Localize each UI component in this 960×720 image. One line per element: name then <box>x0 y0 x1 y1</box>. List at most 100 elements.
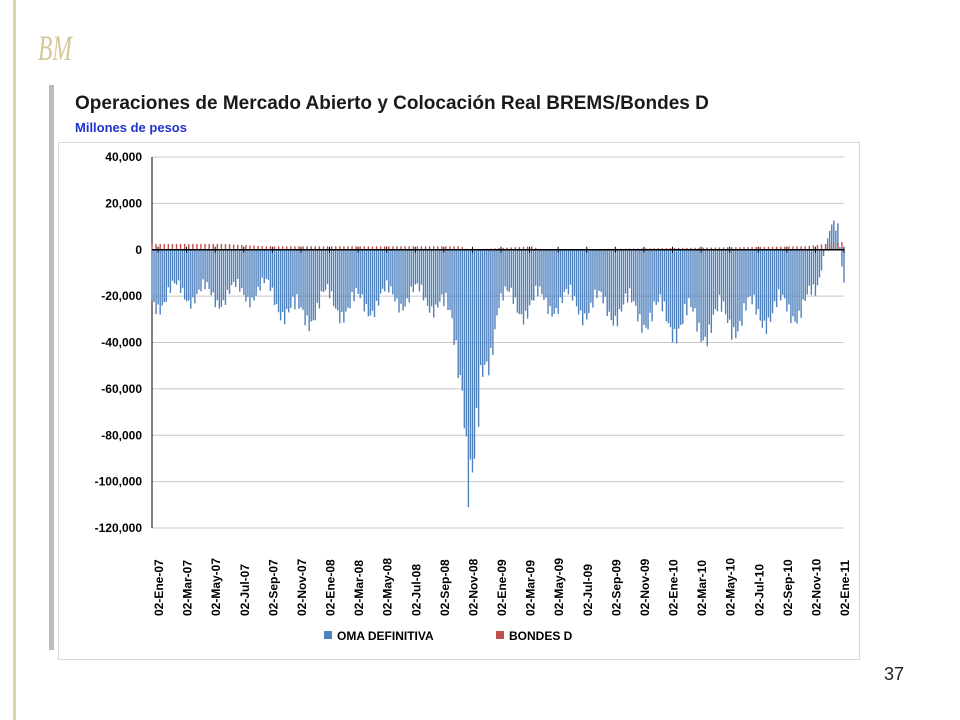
oma-bar <box>402 249 404 311</box>
oma-bar <box>332 249 335 307</box>
oma-bar <box>718 249 721 295</box>
oma-bar <box>665 249 668 322</box>
oma-bar <box>773 249 776 302</box>
chart-container: 40,000 20,000 0 -20,000 -40,000 -60,000 -80,00… <box>58 142 860 660</box>
oma-bar <box>692 249 694 312</box>
oma-bar <box>716 249 719 312</box>
oma-bar <box>288 249 290 313</box>
oma-bar <box>353 249 355 302</box>
oma-bar <box>449 249 451 311</box>
oma-bar <box>714 249 717 310</box>
oma-bar <box>412 249 414 293</box>
oma-bar <box>335 249 337 309</box>
oma-bar <box>614 249 617 316</box>
chart-svg: 40,000 20,000 0 -20,000 -40,000 -60,000 -80,00… <box>95 150 852 643</box>
bondes-bar <box>216 243 219 250</box>
oma-bar <box>608 249 610 312</box>
y-tick-label: -120,000 <box>95 521 143 535</box>
oma-bar <box>539 249 541 287</box>
oma-bar <box>404 249 406 307</box>
oma-bar <box>294 249 296 310</box>
bondes-bar <box>767 246 770 250</box>
bondes-bar <box>392 246 394 250</box>
oma-bar <box>792 249 794 317</box>
oma-bar <box>196 249 198 294</box>
bondes-bar <box>171 243 174 250</box>
oma-bar <box>479 249 482 366</box>
oma-bar <box>502 249 504 301</box>
oma-bar <box>547 249 549 314</box>
oma-bar <box>181 249 184 289</box>
oma-bar <box>765 249 768 335</box>
x-tick-label: 02-Sep-08 <box>438 559 452 616</box>
oma-bar <box>841 249 843 267</box>
bondes-bar <box>432 246 435 250</box>
oma-bar <box>631 249 633 303</box>
y-tick-label: -20,000 <box>101 289 142 303</box>
oma-bar <box>473 249 476 459</box>
oma-bar <box>153 249 155 303</box>
oma-bar <box>826 238 829 250</box>
oma-bar <box>530 249 533 301</box>
oma-bar <box>516 249 519 313</box>
oma-bar <box>226 249 229 290</box>
bondes-bar <box>273 246 276 250</box>
bondes-bar <box>253 245 255 250</box>
oma-bar <box>175 249 178 285</box>
x-tick-label: 02-Mar-10 <box>695 560 709 616</box>
bondes-bar <box>351 246 353 250</box>
bondes-bar <box>784 246 786 250</box>
oma-bar <box>543 249 545 301</box>
x-tick-label: 02-Ene-11 <box>838 560 852 616</box>
oma-bar <box>200 249 202 292</box>
oma-bar <box>214 249 216 308</box>
oma-bar <box>528 249 531 306</box>
oma-bar <box>151 249 153 301</box>
bondes-bar <box>706 247 708 250</box>
bondes-bar <box>792 246 794 250</box>
oma-bar <box>379 249 382 294</box>
oma-bar <box>183 249 186 300</box>
oma-bar <box>426 249 429 306</box>
bondes-bar <box>290 246 292 250</box>
x-tick-label: 02-Jul-10 <box>752 564 766 616</box>
bondes-bar <box>755 246 757 250</box>
oma-bar <box>161 249 163 306</box>
bondes-bar <box>820 244 823 250</box>
oma-bar <box>283 249 286 325</box>
bondes-bar <box>188 243 190 250</box>
bondes-bar <box>743 247 745 250</box>
bondes-bar <box>318 246 321 250</box>
oma-bar <box>218 249 221 309</box>
oma-bar <box>455 249 457 341</box>
oma-bar <box>206 249 208 283</box>
oma-bar <box>208 249 210 289</box>
oma-bar <box>239 249 241 292</box>
bondes-bar <box>673 247 676 250</box>
bondes-bar <box>698 247 700 250</box>
oma-bar <box>418 249 421 292</box>
bondes-bar <box>686 247 688 250</box>
bondes-bar <box>379 246 382 250</box>
bondes-bar <box>771 246 774 250</box>
oma-bar <box>624 249 627 294</box>
oma-bar <box>712 249 715 315</box>
oma-bar <box>579 249 582 311</box>
oma-bar <box>622 249 625 305</box>
oma-bar <box>488 249 490 376</box>
oma-bar <box>192 249 194 298</box>
oma-bar <box>259 249 261 291</box>
bondes-bar <box>788 246 790 250</box>
bondes-bar <box>661 248 664 250</box>
bondes-bar <box>384 246 386 250</box>
oma-bar <box>373 249 376 318</box>
bondes-bar <box>437 246 439 250</box>
bondes-bar <box>408 246 410 250</box>
oma-bar <box>584 249 586 314</box>
oma-bar <box>708 249 710 325</box>
oma-bar <box>469 249 472 460</box>
bondes-bar <box>167 243 170 250</box>
oma-bar <box>777 249 780 290</box>
x-tick-label: 02-Mar-08 <box>352 560 366 616</box>
bondes-bar <box>151 243 153 250</box>
